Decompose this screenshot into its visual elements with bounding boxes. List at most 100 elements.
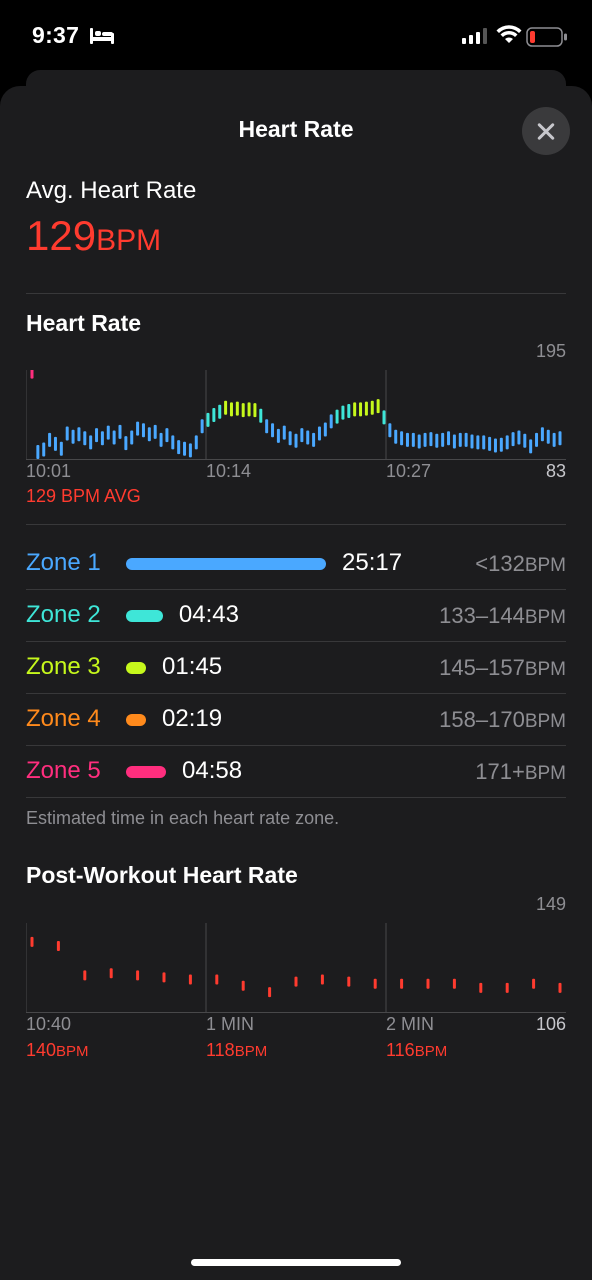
hr-avg-caption: 129 BPM AVG (26, 486, 141, 506)
chart-bar (382, 410, 386, 425)
zone-range-unit: BPM (524, 659, 566, 680)
chart-bar (71, 429, 75, 444)
zone-range: 171+BPM (475, 759, 566, 785)
chart-bar (394, 429, 398, 444)
chart-bar (540, 427, 544, 442)
avg-value-unit: BPM (96, 224, 162, 257)
divider (26, 524, 566, 525)
chart-bar (109, 968, 113, 979)
chart-bar (235, 401, 239, 416)
zone-range-value: 133–144 (439, 603, 525, 628)
zone-bar (126, 766, 166, 778)
chart-bar (276, 428, 280, 443)
chart-bar (112, 430, 116, 445)
chart-bar (517, 430, 521, 445)
avg-value-number: 129 (26, 212, 97, 259)
chart-bar (441, 432, 445, 447)
zone-name: Zone 4 (26, 705, 101, 732)
chart-bar (30, 936, 34, 947)
chart-bar (329, 414, 333, 429)
chart-bar (282, 425, 286, 440)
divider (26, 641, 566, 642)
chart-bar (417, 434, 421, 449)
zone-row-1: Zone 1 25:17 <132BPM (26, 539, 566, 591)
chart-bar (535, 432, 539, 447)
chart-bar (552, 432, 556, 447)
post-workout-title: Post-Workout Heart Rate (26, 862, 298, 888)
chart-bar (183, 441, 187, 456)
avg-heart-rate-value: 129BPM (26, 212, 161, 260)
chart-bar (229, 402, 233, 417)
chart-bar (95, 428, 99, 443)
chart-bar (124, 436, 128, 451)
chart-bar (464, 432, 468, 447)
chart-bar (347, 403, 351, 418)
heart-rate-section-title: Heart Rate (26, 310, 142, 336)
hr-x-label-1: 10:01 (26, 461, 72, 481)
chart-bar (335, 409, 339, 424)
chart-bar (200, 419, 204, 434)
chart-bar (426, 978, 430, 989)
zone-row-2: Zone 2 04:43 133–144BPM (26, 591, 566, 643)
chart-bar (188, 443, 192, 458)
post-bpm-label-3: 116BPM (386, 1040, 447, 1061)
chart-bar (165, 428, 169, 443)
chart-bar (376, 399, 380, 414)
chart-bar (265, 419, 269, 434)
chart-bar (153, 424, 157, 439)
chart-bar (206, 412, 210, 427)
chart-bar (247, 402, 251, 417)
zone-row-4: Zone 4 02:19 158–170BPM (26, 695, 566, 747)
chart-bar (271, 423, 275, 438)
divider (26, 693, 566, 694)
zone-range-unit: BPM (524, 711, 566, 732)
post-bpm-label-1: 140BPM (26, 1040, 89, 1061)
chart-bar (317, 426, 321, 441)
chart-bar (36, 444, 40, 459)
zone-name: Zone 2 (26, 601, 101, 628)
chart-bar (288, 431, 292, 446)
heart-rate-chart (26, 370, 566, 460)
zone-row-3: Zone 3 01:45 145–157BPM (26, 643, 566, 695)
chart-bar (42, 442, 46, 457)
zone-name: Zone 5 (26, 757, 101, 784)
zone-range-value: 171+ (475, 759, 525, 784)
chart-bar (136, 970, 140, 981)
chart-bar (447, 431, 451, 446)
chart-bar (400, 431, 404, 446)
chart-bar (212, 408, 216, 422)
chart-bar (523, 433, 527, 448)
hr-x-label-2: 10:14 (206, 461, 252, 481)
post-workout-chart (26, 923, 566, 1013)
heart-rate-sheet: Heart Rate Avg. Heart Rate 129BPM Heart … (0, 86, 592, 1280)
chart-bar (429, 432, 433, 447)
chart-bar (30, 370, 34, 379)
zone-range: <132BPM (475, 551, 566, 577)
chart-bar (370, 400, 374, 415)
zone-range-value: <132 (475, 551, 525, 576)
chart-bar (411, 432, 415, 447)
chart-bar (505, 982, 509, 993)
hr-x-label-3: 10:27 (386, 461, 432, 481)
chart-bar (476, 435, 480, 450)
chart-bar (294, 433, 298, 448)
bpm-unit: BPM (234, 1043, 268, 1060)
chart-bar (452, 434, 456, 449)
chart-bar (89, 435, 93, 450)
zone-name: Zone 3 (26, 653, 101, 680)
bpm-unit: BPM (414, 1043, 448, 1060)
chart-bar (188, 974, 192, 985)
zone-range-unit: BPM (524, 763, 566, 784)
status-time: 9:37 (32, 22, 80, 48)
chart-bar (306, 430, 310, 445)
chart-bar (558, 982, 562, 993)
wifi-icon (496, 25, 522, 43)
chart-bar (147, 427, 151, 442)
chart-bar (493, 438, 497, 453)
post-x-label-2: 1 MIN (206, 1014, 255, 1034)
chart-bar (83, 431, 87, 446)
home-indicator[interactable] (191, 1259, 401, 1266)
chart-bar (106, 425, 110, 440)
close-button[interactable] (522, 107, 570, 155)
zone-range-unit: BPM (524, 607, 566, 628)
